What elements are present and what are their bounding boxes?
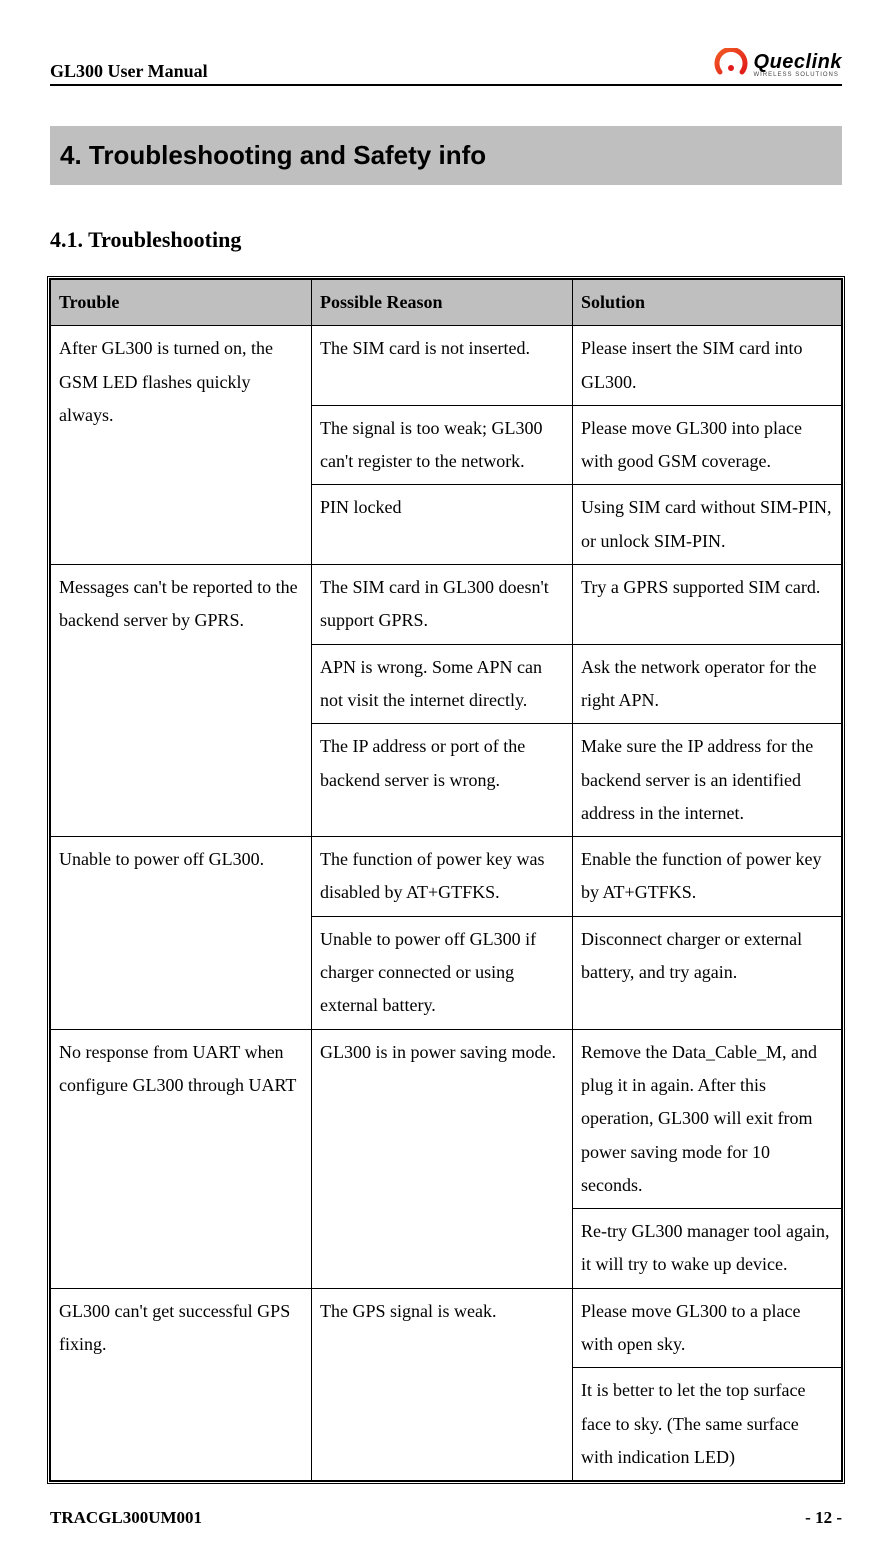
doc-title: GL300 User Manual xyxy=(50,61,208,82)
cell-solution: Make sure the IP address for the backend… xyxy=(573,724,842,837)
cell-trouble: Messages can't be reported to the backen… xyxy=(51,565,312,837)
cell-solution: Please move GL300 into place with good G… xyxy=(573,405,842,485)
footer-page-number: - 12 - xyxy=(805,1508,842,1528)
cell-reason: APN is wrong. Some APN can not visit the… xyxy=(312,644,573,724)
table-row: No response from UART when configure GL3… xyxy=(51,1029,842,1208)
section-banner: 4. Troubleshooting and Safety info xyxy=(50,126,842,185)
cell-solution: Enable the function of power key by AT+G… xyxy=(573,837,842,917)
cell-solution: It is better to let the top surface face… xyxy=(573,1368,842,1481)
cell-solution: Please insert the SIM card into GL300. xyxy=(573,326,842,406)
cell-reason: The SIM card is not inserted. xyxy=(312,326,573,406)
page-footer: TRACGL300UM001 - 12 - xyxy=(50,1508,842,1528)
table-header-row: Trouble Possible Reason Solution xyxy=(51,280,842,326)
logo-text: Queclink WIRELESS SOLUTIONS xyxy=(754,52,842,78)
cell-reason: The SIM card in GL300 doesn't support GP… xyxy=(312,565,573,645)
cell-solution: Please move GL300 to a place with open s… xyxy=(573,1288,842,1368)
logo-icon xyxy=(714,48,748,82)
section-title: 4. Troubleshooting and Safety info xyxy=(60,140,486,170)
cell-solution: Ask the network operator for the right A… xyxy=(573,644,842,724)
col-solution: Solution xyxy=(573,280,842,326)
table-row: Unable to power off GL300. The function … xyxy=(51,837,842,917)
cell-solution: Disconnect charger or external battery, … xyxy=(573,916,842,1029)
cell-trouble: GL300 can't get successful GPS fixing. xyxy=(51,1288,312,1480)
cell-reason: The function of power key was disabled b… xyxy=(312,837,573,917)
cell-trouble: Unable to power off GL300. xyxy=(51,837,312,1029)
cell-reason: GL300 is in power saving mode. xyxy=(312,1029,573,1288)
table-row: Messages can't be reported to the backen… xyxy=(51,565,842,645)
footer-doc-code: TRACGL300UM001 xyxy=(50,1508,202,1528)
subsection-title: 4.1. Troubleshooting xyxy=(50,227,842,253)
logo-brand: Queclink xyxy=(754,52,842,72)
cell-solution: Remove the Data_Cable_M, and plug it in … xyxy=(573,1029,842,1208)
page: GL300 User Manual Queclink WIRELESS SOLU xyxy=(0,0,892,1556)
cell-trouble: After GL300 is turned on, the GSM LED fl… xyxy=(51,326,312,565)
table-row: GL300 can't get successful GPS fixing. T… xyxy=(51,1288,842,1368)
cell-reason: PIN locked xyxy=(312,485,573,565)
col-reason: Possible Reason xyxy=(312,280,573,326)
brand-logo: Queclink WIRELESS SOLUTIONS xyxy=(714,48,842,82)
page-header: GL300 User Manual Queclink WIRELESS SOLU xyxy=(50,48,842,86)
logo-tagline: WIRELESS SOLUTIONS xyxy=(754,72,842,78)
col-trouble: Trouble xyxy=(51,280,312,326)
cell-reason: The signal is too weak; GL300 can't regi… xyxy=(312,405,573,485)
cell-reason: The IP address or port of the backend se… xyxy=(312,724,573,837)
table-row: After GL300 is turned on, the GSM LED fl… xyxy=(51,326,842,406)
cell-solution: Try a GPRS supported SIM card. xyxy=(573,565,842,645)
cell-reason: The GPS signal is weak. xyxy=(312,1288,573,1480)
cell-solution: Re-try GL300 manager tool again, it will… xyxy=(573,1209,842,1289)
cell-solution: Using SIM card without SIM-PIN, or unloc… xyxy=(573,485,842,565)
cell-trouble: No response from UART when configure GL3… xyxy=(51,1029,312,1288)
troubleshooting-table: Trouble Possible Reason Solution After G… xyxy=(50,279,842,1481)
cell-reason: Unable to power off GL300 if charger con… xyxy=(312,916,573,1029)
